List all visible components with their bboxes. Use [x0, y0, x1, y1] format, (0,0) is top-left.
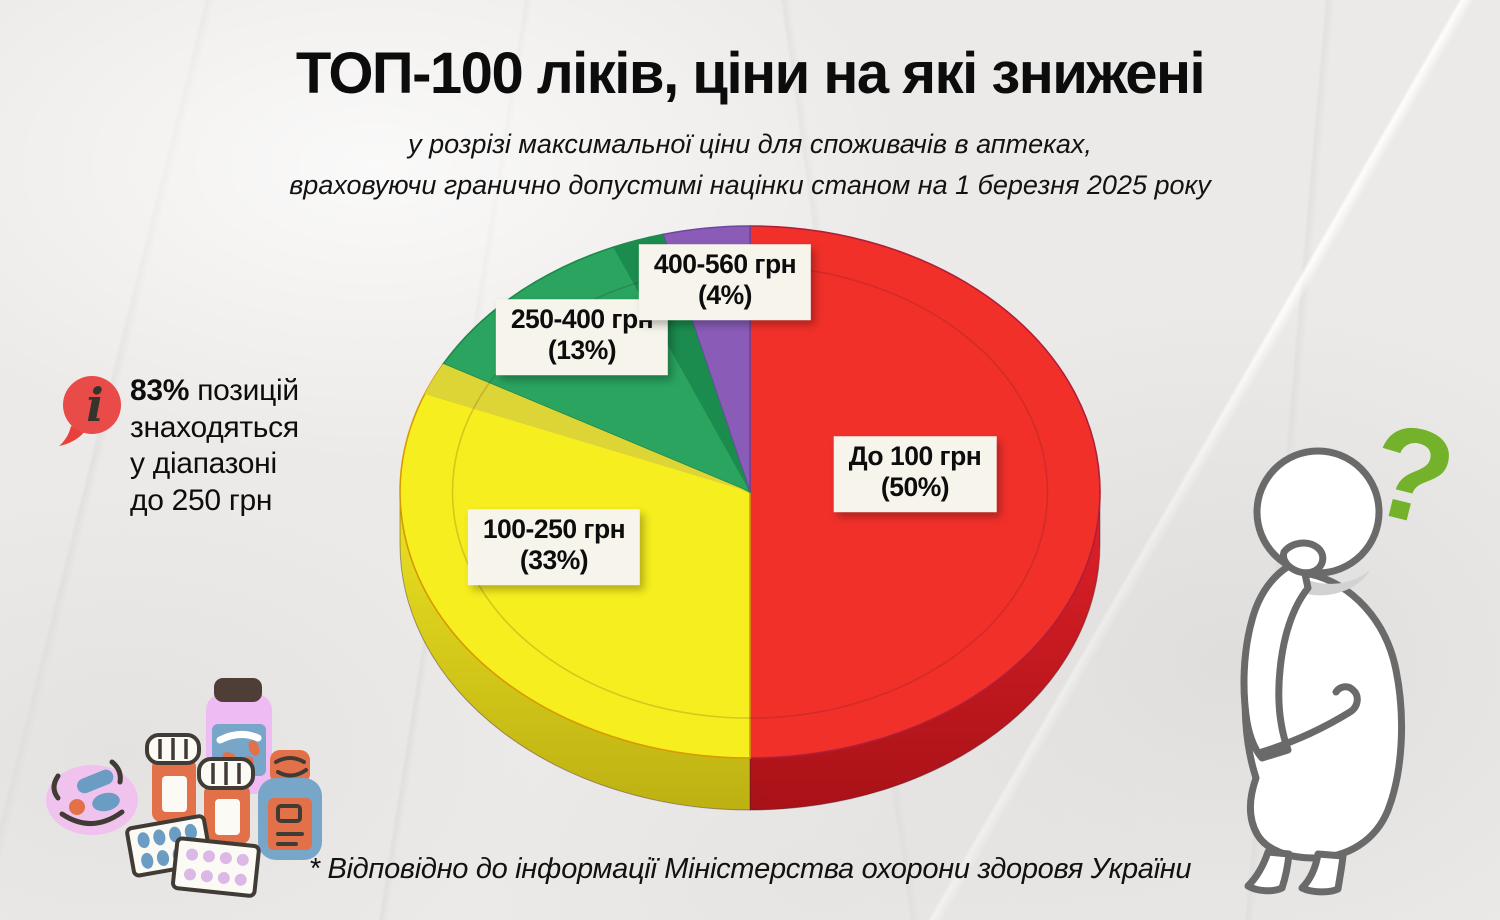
capsule-pill [77, 769, 114, 794]
pie-label-1: До 100 грн (50%) [833, 436, 997, 512]
round-pill [69, 799, 85, 815]
blue-bottle [258, 750, 322, 860]
thinking-person-illustration [1240, 447, 1405, 896]
blister-pack-lilac [170, 836, 261, 898]
pie-label-2: 100-250 грн (33%) [467, 509, 641, 585]
pie-label-range: 400-560 грн [653, 249, 797, 280]
pill-bottle-2 [197, 757, 255, 844]
medicines-illustration [46, 678, 322, 898]
person-leg-right [1298, 850, 1347, 896]
subtitle-line-2: враховуючи гранично допустимі націнки ст… [289, 169, 1211, 200]
person-hand [1280, 539, 1327, 577]
subtitle-line-1: у розрізі максимальної ціни для споживач… [408, 129, 1092, 159]
pie-label-percent: (13%) [547, 335, 617, 366]
person-upper-arm [1240, 556, 1312, 762]
info-note-line-2: знаходяться [130, 410, 299, 444]
person-forearm [1258, 683, 1361, 756]
plate-doodle-arc-left [51, 773, 61, 801]
pill-bottle-1 [145, 733, 201, 822]
page-subtitle: у розрізі максимальної ціни для споживач… [0, 124, 1500, 205]
pie-shading [424, 363, 750, 492]
info-note-line-4: до 250 грн [130, 483, 273, 517]
pie-label-4: 400-560 грн (4%) [638, 244, 812, 320]
info-note-line-3: у діапазоні [130, 447, 277, 481]
info-speech-bubble-icon: i [59, 376, 121, 446]
info-icon-glyph: i [86, 378, 103, 432]
question-mark: ? [1354, 394, 1468, 556]
pie-label-3: 250-400 грн (13%) [495, 299, 669, 375]
plate-doodle-arc-right [109, 759, 123, 785]
footnote: * Відповідно до інформації Міністерства … [308, 853, 1192, 885]
pie-label-percent: (50%) [880, 472, 950, 503]
info-note: 83% позицій знаходяться у діапазоні до 2… [130, 373, 299, 519]
plate-doodle-smile [59, 809, 125, 826]
page-title: ТОП-100 ліків, ціни на які знижені [295, 41, 1206, 106]
person-leg-left [1244, 848, 1293, 895]
oval-pill [92, 792, 120, 812]
info-note-line-1: 83% позицій [130, 374, 299, 407]
pie-label-range: 250-400 грн [510, 304, 654, 335]
pie-label-range: 100-250 грн [482, 514, 626, 545]
pie-label-percent: (33%) [519, 545, 589, 576]
pie-label-percent: (4%) [698, 280, 752, 311]
pie-label-range: До 100 грн [848, 441, 982, 472]
